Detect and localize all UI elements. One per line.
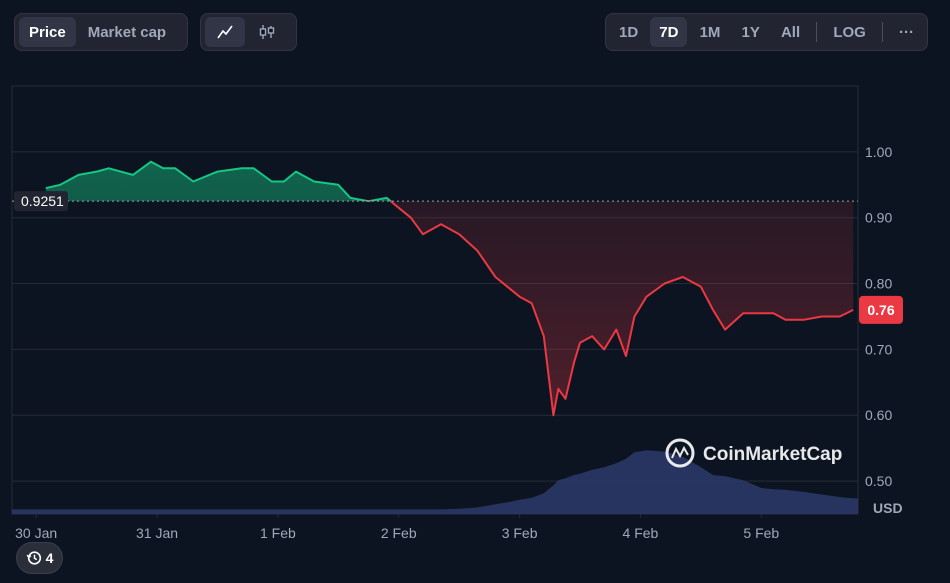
range-all[interactable]: All bbox=[780, 23, 801, 41]
log-scale-button[interactable]: LOG bbox=[833, 23, 866, 41]
price-line-down bbox=[362, 201, 854, 417]
volume-bars bbox=[12, 450, 858, 514]
price-line-up bbox=[45, 160, 393, 202]
y-tick-label: 0.80 bbox=[865, 276, 892, 292]
history-count: 4 bbox=[45, 550, 54, 566]
y-tick-label: 0.90 bbox=[865, 210, 892, 226]
x-tick-label: 31 Jan bbox=[136, 525, 178, 541]
tab-price[interactable]: Price bbox=[19, 17, 76, 47]
chart-type-toggle bbox=[200, 13, 297, 51]
range-7d[interactable]: 7D bbox=[650, 17, 688, 47]
reference-price-label: 0.9251 bbox=[21, 193, 64, 209]
tab-market-cap[interactable]: Market cap bbox=[87, 23, 167, 41]
candlestick-icon bbox=[259, 25, 275, 39]
y-tick-label: 1.00 bbox=[865, 144, 892, 160]
current-price-tag bbox=[859, 295, 903, 324]
current-price-label: 0.76 bbox=[867, 302, 894, 318]
y-tick-label: 0.60 bbox=[865, 407, 892, 423]
more-options-button[interactable]: ··· bbox=[899, 23, 914, 41]
range-selector: 1D 7D 1M 1Y All LOG ··· bbox=[605, 13, 928, 51]
x-tick-label: 5 Feb bbox=[743, 525, 779, 541]
range-1y[interactable]: 1Y bbox=[741, 23, 760, 41]
x-tick-label: 2 Feb bbox=[381, 525, 417, 541]
history-icon bbox=[26, 551, 41, 565]
y-tick-label: 0.70 bbox=[865, 341, 892, 357]
reference-label-bg bbox=[14, 191, 68, 212]
range-1d[interactable]: 1D bbox=[619, 23, 639, 41]
x-tick-label: 4 Feb bbox=[623, 525, 659, 541]
y-tick-label: 0.50 bbox=[865, 473, 892, 489]
price-area-down bbox=[45, 201, 854, 416]
divider bbox=[881, 22, 883, 42]
price-area-up bbox=[45, 161, 391, 202]
x-tick-label: 3 Feb bbox=[502, 525, 538, 541]
range-1m[interactable]: 1M bbox=[699, 23, 721, 41]
watermark-text: CoinMarketCap bbox=[703, 444, 842, 465]
line-chart-button[interactable] bbox=[205, 17, 245, 47]
history-button[interactable]: 4 bbox=[16, 542, 63, 574]
metric-tabs: Price Market cap bbox=[14, 13, 188, 51]
divider bbox=[816, 22, 818, 42]
candlestick-button[interactable] bbox=[247, 17, 287, 47]
x-tick-label: 30 Jan bbox=[15, 525, 57, 541]
x-tick-label: 1 Feb bbox=[260, 525, 296, 541]
line-chart-icon bbox=[217, 25, 233, 39]
currency-label: USD bbox=[873, 500, 903, 516]
coinmarketcap-logo bbox=[665, 438, 695, 468]
